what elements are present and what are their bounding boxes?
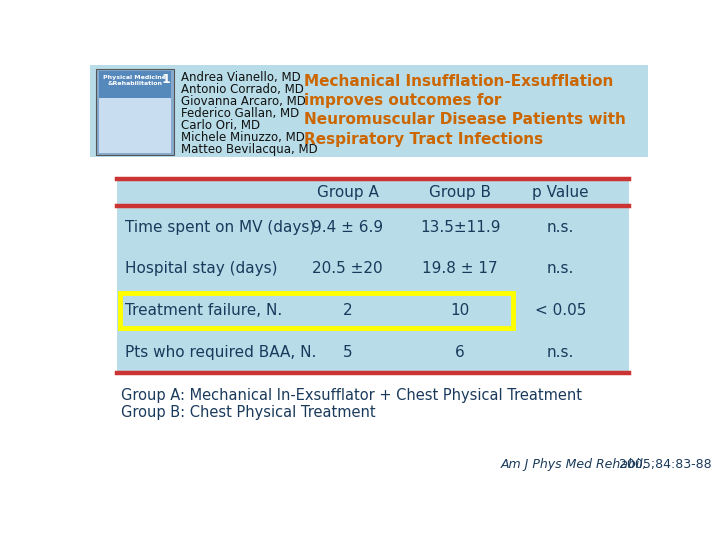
Text: Group A: Mechanical In-Exsufflator + Chest Physical Treatment: Group A: Mechanical In-Exsufflator + Che… bbox=[121, 388, 582, 403]
Bar bbox=[117, 179, 629, 373]
Text: Group A: Group A bbox=[317, 185, 379, 200]
Bar bbox=[90, 65, 648, 157]
Text: Am J Phys Med Rehabil,: Am J Phys Med Rehabil, bbox=[500, 458, 647, 471]
Text: Pts who required BAA, N.: Pts who required BAA, N. bbox=[125, 345, 316, 360]
Text: 5: 5 bbox=[343, 345, 353, 360]
Text: 2: 2 bbox=[343, 303, 353, 318]
Bar bbox=[297, 68, 645, 154]
Text: Carlo Ori, MD: Carlo Ori, MD bbox=[181, 119, 261, 132]
Bar bbox=[120, 293, 513, 328]
Text: Antonio Corrado, MD: Antonio Corrado, MD bbox=[181, 83, 305, 96]
Text: < 0.05: < 0.05 bbox=[535, 303, 587, 318]
Text: 13.5±11.9: 13.5±11.9 bbox=[420, 220, 500, 235]
Text: n.s.: n.s. bbox=[547, 220, 575, 235]
Text: Mechanical Insufflation-Exsufflation
improves outcomes for
Neuromuscular Disease: Mechanical Insufflation-Exsufflation imp… bbox=[304, 74, 626, 147]
Text: n.s.: n.s. bbox=[547, 261, 575, 276]
Text: Treatment failure, N.: Treatment failure, N. bbox=[125, 303, 282, 318]
Bar bbox=[96, 69, 174, 155]
Text: Group B: Group B bbox=[429, 185, 491, 200]
Text: 9.4 ± 6.9: 9.4 ± 6.9 bbox=[312, 220, 383, 235]
Text: 2005;84:83-88: 2005;84:83-88 bbox=[616, 458, 712, 471]
Text: Andrea Vianello, MD: Andrea Vianello, MD bbox=[181, 71, 301, 84]
Text: Physical Medicine
&Rehabilitation: Physical Medicine &Rehabilitation bbox=[104, 75, 166, 86]
Text: Michele Minuzzo, MD: Michele Minuzzo, MD bbox=[181, 131, 305, 144]
Text: Group B: Chest Physical Treatment: Group B: Chest Physical Treatment bbox=[121, 405, 376, 420]
Text: p Value: p Value bbox=[533, 185, 589, 200]
Text: n.s.: n.s. bbox=[547, 345, 575, 360]
Text: Matteo Bevilacqua, MD: Matteo Bevilacqua, MD bbox=[181, 143, 318, 156]
Bar bbox=[99, 71, 171, 98]
Text: Time spent on MV (days): Time spent on MV (days) bbox=[125, 220, 315, 235]
Text: 6: 6 bbox=[455, 345, 465, 360]
Text: Hospital stay (days): Hospital stay (days) bbox=[125, 261, 277, 276]
Text: Giovanna Arcaro, MD: Giovanna Arcaro, MD bbox=[181, 95, 306, 108]
Text: 10: 10 bbox=[451, 303, 469, 318]
Text: 20.5 ±20: 20.5 ±20 bbox=[312, 261, 383, 276]
Text: 1: 1 bbox=[161, 73, 171, 86]
Text: 19.8 ± 17: 19.8 ± 17 bbox=[422, 261, 498, 276]
Bar bbox=[99, 71, 171, 153]
Text: Federico Gallan, MD: Federico Gallan, MD bbox=[181, 107, 300, 120]
